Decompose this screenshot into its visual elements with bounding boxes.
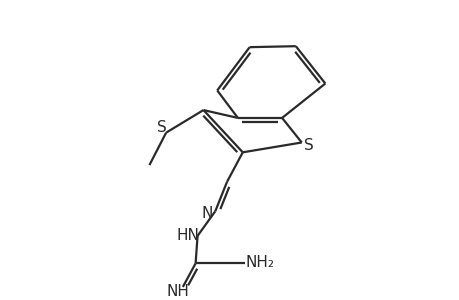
Text: S: S — [303, 138, 313, 153]
Text: HN: HN — [176, 228, 199, 243]
Text: NH₂: NH₂ — [246, 255, 274, 270]
Text: NH: NH — [166, 284, 189, 299]
Text: S: S — [157, 120, 167, 135]
Text: N: N — [202, 206, 213, 221]
